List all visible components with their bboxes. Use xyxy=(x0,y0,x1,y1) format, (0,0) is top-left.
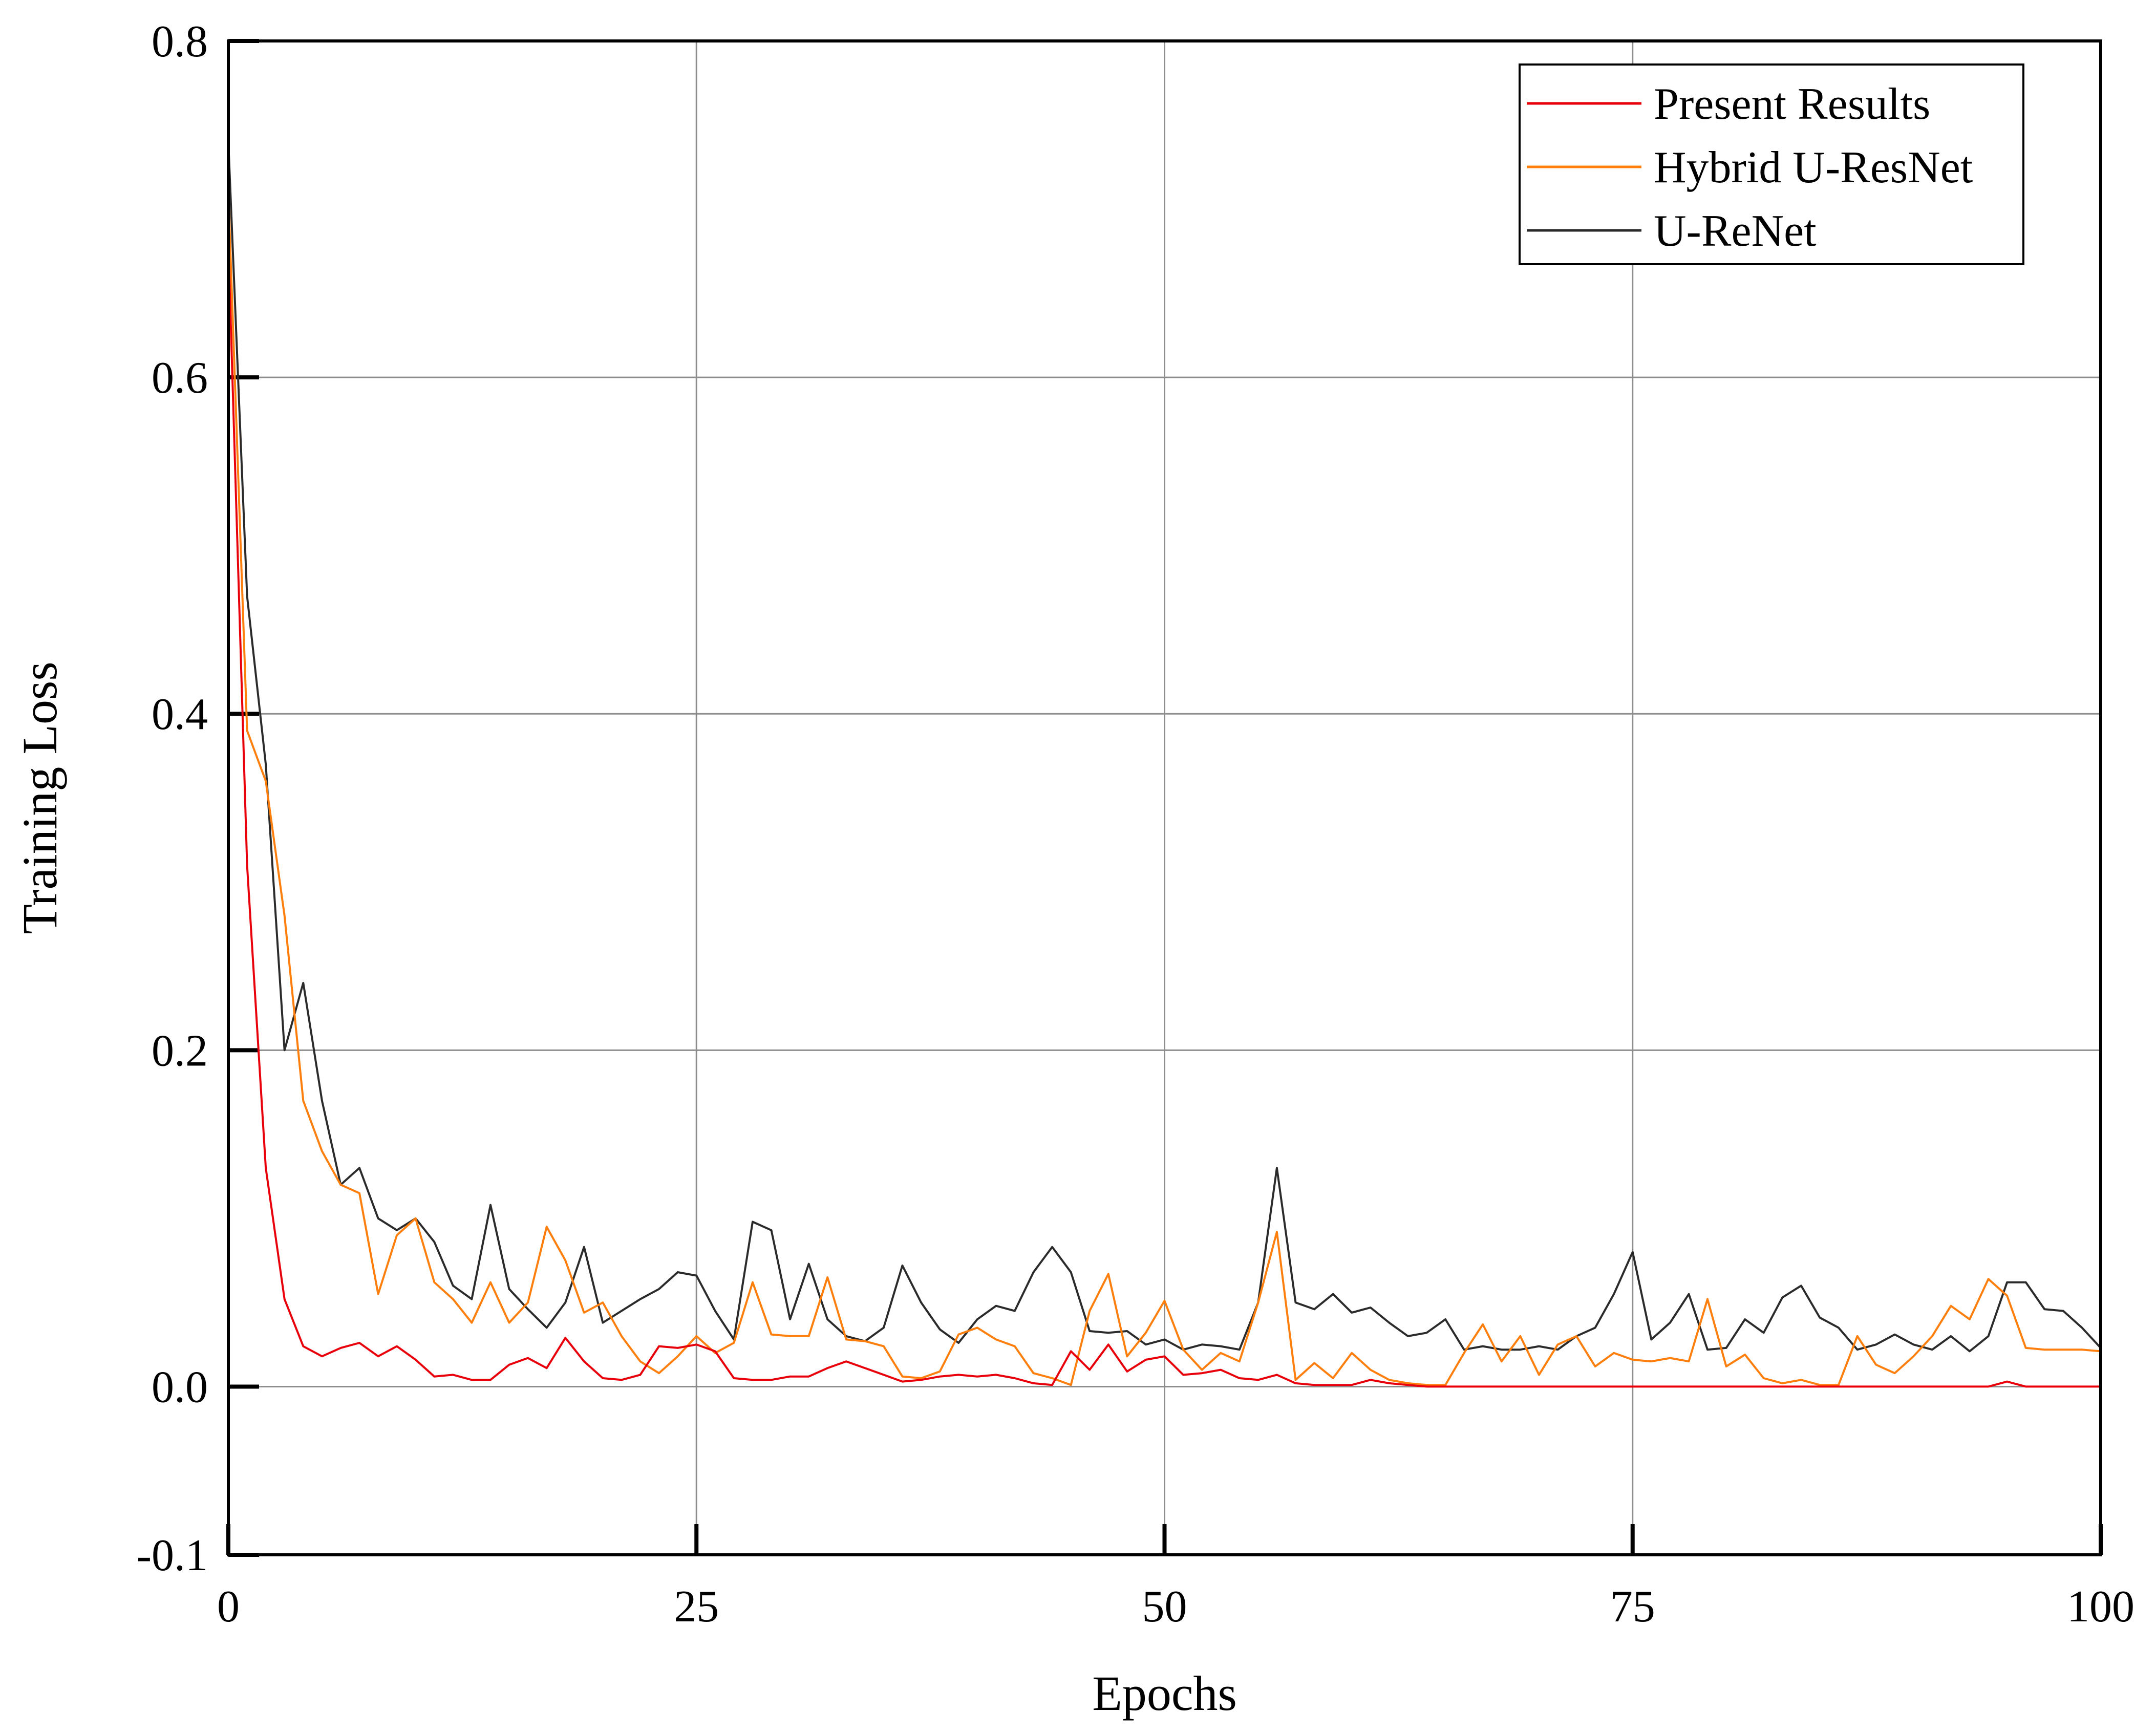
x-tick-label-2: 50 xyxy=(1142,1582,1187,1632)
series-line-0 xyxy=(227,243,2101,1388)
y-tick-label-0: -0.1 xyxy=(137,1531,208,1580)
x-tick-label-0: 0 xyxy=(217,1582,240,1632)
plot-frame xyxy=(227,39,2102,1556)
legend-label-2: U-ReNet xyxy=(1654,206,1817,256)
y-tick-labels: -0.1 0.0 0.2 0.4 0.6 0.8 xyxy=(137,17,208,1580)
y-axis-title: Training Loss xyxy=(12,661,67,934)
y-tick-label-5: 0.8 xyxy=(152,17,208,67)
legend-label-0: Present Results xyxy=(1654,79,1930,129)
y-tick-label-3: 0.4 xyxy=(152,690,208,739)
x-tick-label-3: 75 xyxy=(1610,1582,1655,1632)
grid-lines xyxy=(228,41,2101,1555)
x-axis-title: Epochs xyxy=(1092,1666,1237,1721)
x-tick-label-1: 25 xyxy=(674,1582,719,1632)
series-lines xyxy=(227,142,2102,1388)
series-line-2 xyxy=(227,142,2102,1353)
legend: Present Results Hybrid U-ResNet U-ReNet xyxy=(1519,63,2024,265)
legend-label-1: Hybrid U-ResNet xyxy=(1654,143,1973,192)
y-tick-label-1: 0.0 xyxy=(152,1362,208,1412)
series-line-1 xyxy=(227,192,2101,1386)
y-tick-label-4: 0.6 xyxy=(152,353,208,403)
x-tick-label-4: 100 xyxy=(2067,1582,2134,1632)
x-tick-labels: 0 25 50 75 100 xyxy=(217,1582,2134,1632)
y-tick-label-2: 0.2 xyxy=(152,1026,208,1076)
